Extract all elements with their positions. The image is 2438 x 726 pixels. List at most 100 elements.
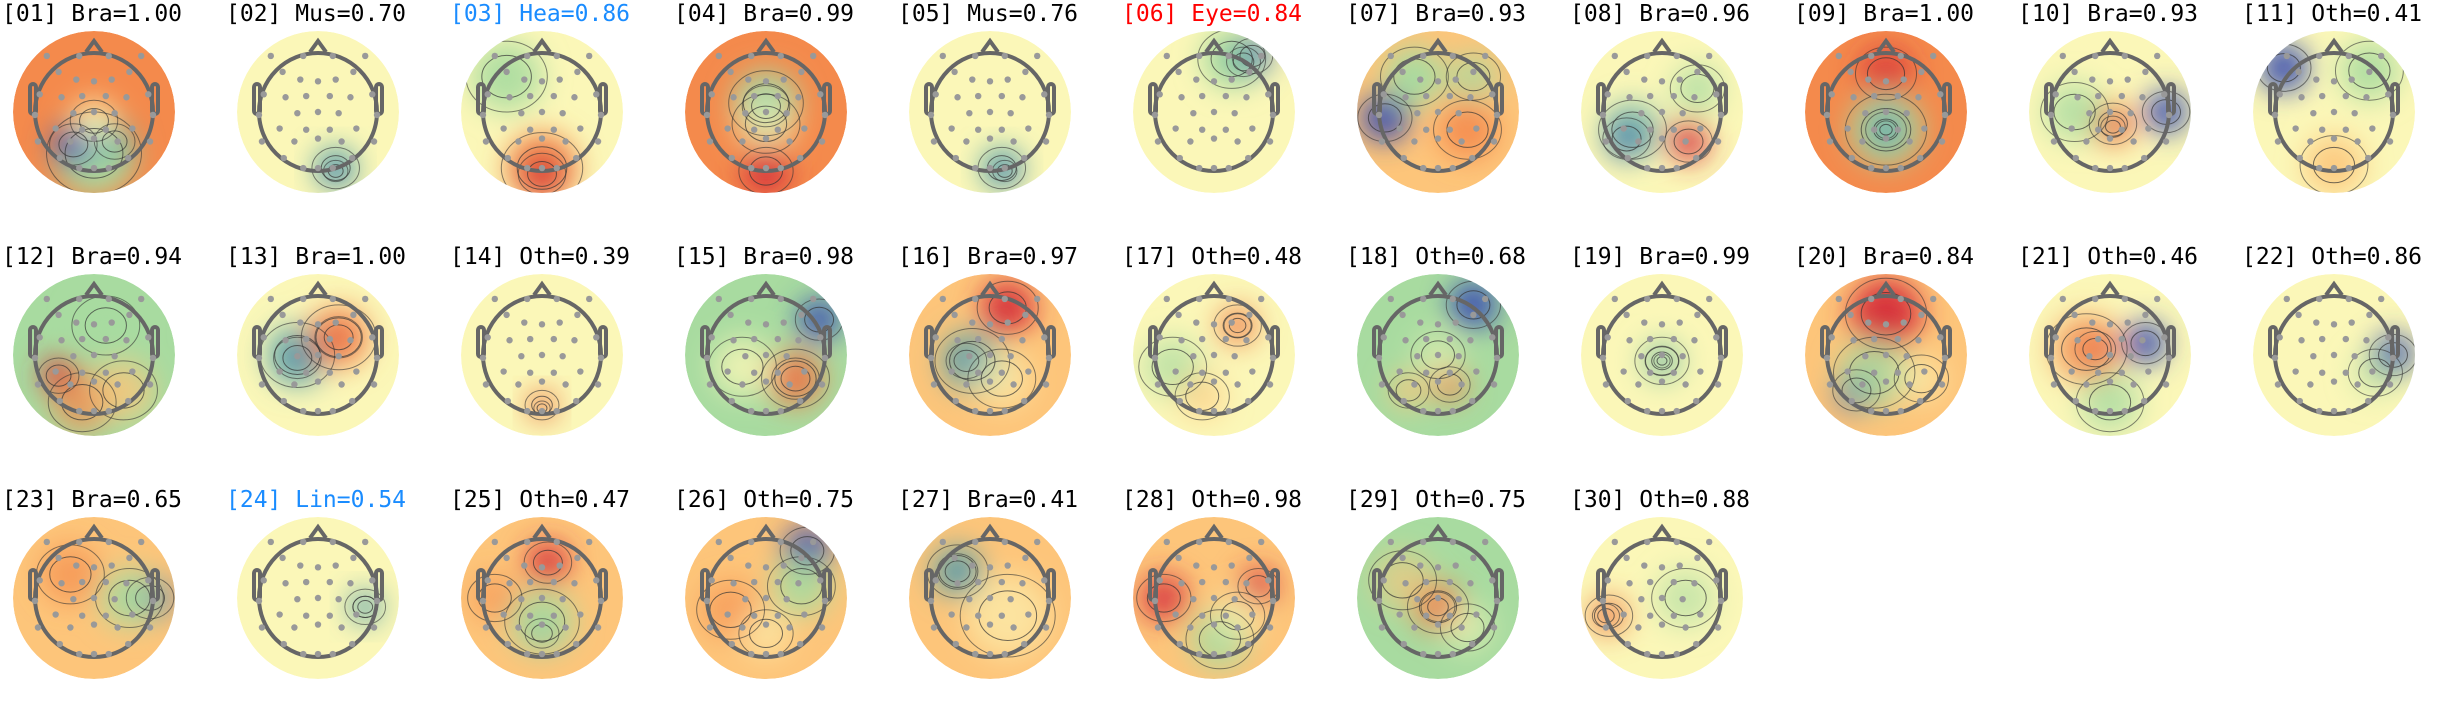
contour-line: [323, 324, 354, 351]
electrode-dot: [2307, 381, 2314, 388]
electrode-dot: [821, 597, 829, 605]
electrode-dot: [491, 538, 498, 546]
electrode-dot: [314, 378, 322, 385]
electrode-dot: [1375, 111, 1383, 119]
electrode-dot: [706, 381, 714, 388]
component-label: [01] Bra=1.00: [2, 1, 183, 27]
nose-icon: [308, 280, 328, 297]
topomap-blob: [76, 296, 136, 355]
electrode-dot: [553, 407, 560, 415]
electrode-dot: [2072, 397, 2079, 405]
electrode-dot: [1176, 154, 1183, 162]
topomap-blob: [1384, 47, 1444, 107]
electrode-dot: [349, 397, 356, 405]
electrode-dot: [597, 597, 605, 605]
electrode-dot: [963, 381, 970, 388]
electrode-dot: [1930, 52, 1937, 60]
electrode-dot: [1469, 154, 1476, 162]
electrode-dot: [553, 164, 560, 172]
electrode-dot: [2365, 397, 2372, 405]
electrode-dot: [715, 538, 722, 546]
electrode-dot: [491, 295, 498, 303]
electrode-dot: [1187, 138, 1194, 145]
electrode-dot: [102, 578, 110, 586]
electrode-dot: [2086, 109, 2093, 117]
electrode-dot: [1470, 311, 1477, 319]
electrode-dot: [2348, 76, 2355, 83]
electrode-dot: [255, 354, 263, 362]
electrode-dot: [1604, 577, 1611, 584]
electrode-dot: [1402, 337, 1409, 344]
electrode-dot: [258, 381, 266, 388]
electrode-dot: [818, 138, 826, 145]
electrode-dot: [1835, 52, 1842, 60]
electrode-dot: [1001, 407, 1008, 415]
electrode-dot: [521, 562, 528, 569]
electrode-dot: [1882, 78, 1890, 85]
electrode-dot: [1434, 164, 1442, 172]
electrode-dot: [1417, 319, 1424, 326]
electrode-dot: [2354, 138, 2361, 145]
contour-line: [1226, 46, 1261, 78]
electrode-dot: [1635, 381, 1642, 388]
electrode-dot: [58, 94, 65, 101]
contour-line: [45, 364, 72, 387]
component-panel: [07] Bra=0.93: [1346, 0, 1570, 240]
electrode-dot: [986, 621, 994, 628]
component-panel: [04] Bra=0.99: [674, 0, 898, 240]
electrode-dot: [79, 369, 86, 376]
contour-line: [1854, 46, 1918, 101]
contour-line: [320, 155, 351, 181]
electrode-dot: [1602, 138, 1610, 145]
electrode-dot: [762, 650, 770, 658]
topomap: [1357, 517, 1519, 679]
electrode-dot: [818, 624, 826, 631]
electrode-dot: [1670, 369, 1677, 376]
electrode-dot: [314, 135, 322, 142]
electrode-dot: [762, 621, 770, 628]
electrode-dot: [338, 624, 345, 631]
electrode-dot: [1694, 311, 1701, 319]
electrode-dot: [329, 407, 336, 415]
electrode-dot: [1225, 52, 1232, 60]
electrode-dot: [2047, 354, 2055, 362]
electrode-dot: [1714, 381, 1722, 388]
component-panel: [17] Oth=0.48: [1122, 243, 1346, 483]
electrode-dot: [2366, 68, 2373, 76]
electrode-dot: [255, 111, 263, 119]
electrode-dot: [1469, 640, 1476, 648]
electrode-dot: [1380, 577, 1387, 584]
electrode-dot: [90, 650, 98, 658]
electrode-dot: [2271, 111, 2279, 119]
electrode-dot: [2127, 109, 2134, 117]
electrode-dot: [798, 68, 805, 76]
electrode-dot: [335, 109, 342, 117]
contour-line: [2130, 330, 2161, 357]
electrode-dot: [55, 554, 62, 562]
contour-line: [84, 307, 127, 344]
electrode-dot: [2050, 381, 2058, 388]
electrode-dot: [102, 335, 110, 343]
electrode-dot: [1624, 397, 1631, 405]
electrode-dot: [2095, 335, 2102, 343]
electrode-dot: [1163, 52, 1170, 60]
electrode-dot: [1647, 578, 1654, 586]
electrode-dot: [708, 334, 715, 341]
electrode-dot: [260, 334, 267, 341]
electrode-dot: [1222, 578, 1229, 586]
electrode-dot: [538, 621, 546, 628]
electrode-dot: [335, 595, 342, 603]
electrode-dot: [1624, 640, 1631, 648]
electrode-dot: [1449, 538, 1456, 546]
electrode-dot: [2369, 368, 2376, 375]
electrode-dot: [114, 138, 121, 145]
electrode-dot: [31, 354, 39, 362]
nose-icon: [84, 37, 104, 54]
electrode-dot: [751, 612, 758, 619]
electrode-dot: [1897, 164, 1904, 172]
electrode-dot: [1921, 125, 1928, 132]
electrode-dot: [2283, 52, 2290, 60]
topomap-blob: [2080, 372, 2140, 432]
electrode-dot: [1045, 111, 1053, 119]
electrode-dot: [1844, 368, 1851, 375]
